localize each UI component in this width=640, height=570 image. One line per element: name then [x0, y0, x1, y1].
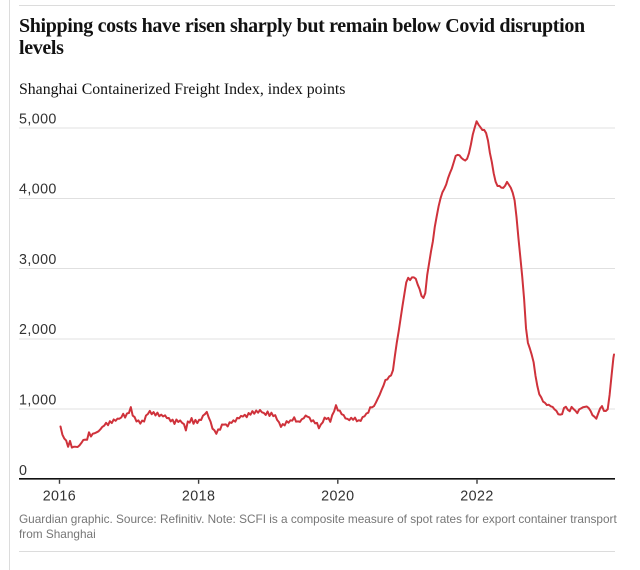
svg-text:5,000: 5,000	[19, 112, 57, 128]
svg-text:0: 0	[19, 463, 27, 479]
svg-text:2022: 2022	[460, 489, 493, 505]
svg-text:4,000: 4,000	[19, 182, 57, 198]
svg-text:2,000: 2,000	[19, 322, 57, 338]
svg-text:2016: 2016	[43, 489, 76, 505]
svg-text:3,000: 3,000	[19, 252, 57, 268]
svg-text:2018: 2018	[182, 489, 215, 505]
svg-text:2020: 2020	[321, 489, 354, 505]
svg-text:1,000: 1,000	[19, 393, 57, 409]
